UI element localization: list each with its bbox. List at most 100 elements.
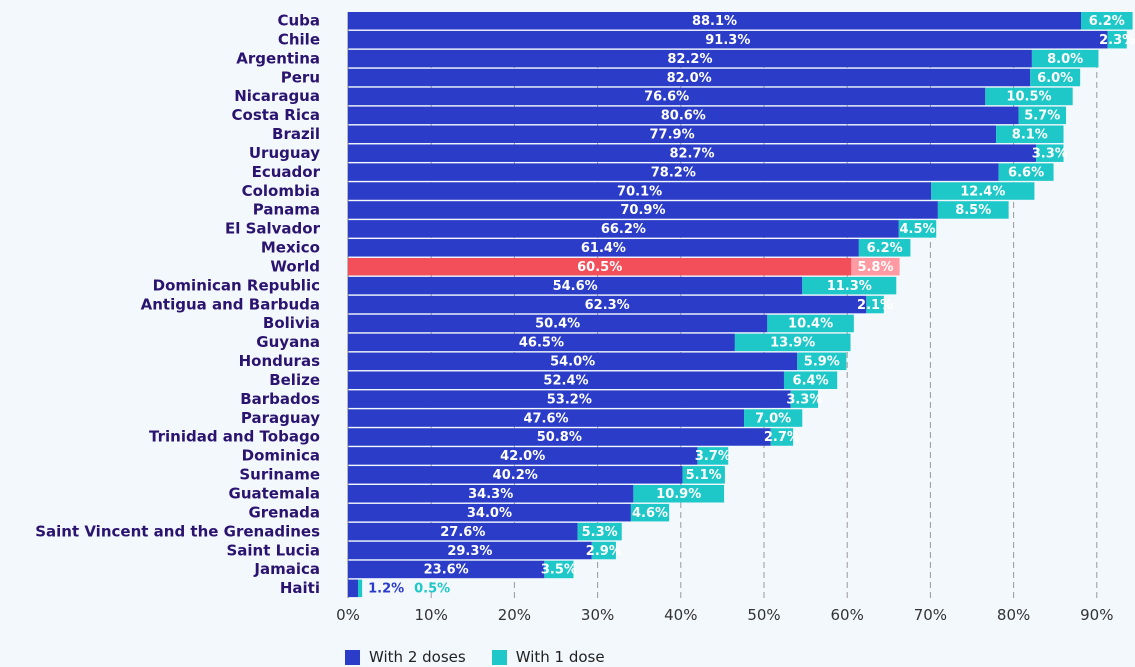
x-tick-label: 50% bbox=[747, 606, 780, 624]
value-label-two-doses: 34.0% bbox=[467, 506, 512, 521]
bar-one-dose bbox=[633, 485, 725, 503]
bar-one-dose bbox=[866, 295, 884, 314]
x-tick-label: 0% bbox=[336, 606, 360, 624]
x-tick-label: 80% bbox=[997, 606, 1030, 624]
bar-two-doses bbox=[348, 163, 999, 181]
value-label-two-doses: 40.2% bbox=[493, 468, 538, 483]
country-label: Paraguay bbox=[241, 409, 320, 427]
x-tick-label: 90% bbox=[1080, 606, 1113, 624]
country-label: Haiti bbox=[280, 579, 320, 597]
value-label-two-doses: 78.2% bbox=[651, 165, 696, 180]
bars bbox=[348, 12, 1133, 598]
country-label: Saint Vincent and the Grenadines bbox=[35, 522, 320, 540]
legend-item-one-dose: With 1 dose bbox=[491, 648, 605, 666]
country-label: Guyana bbox=[256, 333, 320, 351]
value-label-two-doses: 46.5% bbox=[519, 336, 564, 351]
bar-one-dose bbox=[1018, 106, 1067, 125]
country-label: Dominican Republic bbox=[153, 276, 320, 294]
legend-label-one-dose: With 1 dose bbox=[515, 648, 605, 666]
value-label-two-doses: 29.3% bbox=[447, 544, 492, 559]
value-label-two-doses: 27.6% bbox=[440, 525, 485, 540]
bar-one-dose bbox=[851, 257, 900, 276]
x-tick-label: 10% bbox=[415, 606, 448, 624]
value-label-two-doses: 53.2% bbox=[547, 392, 592, 407]
bar-two-doses bbox=[348, 68, 1031, 87]
value-label-one-dose: 6.2% bbox=[1089, 14, 1125, 29]
country-label: Chile bbox=[278, 30, 320, 48]
bar-two-doses bbox=[348, 239, 859, 257]
value-label-one-dose: 6.2% bbox=[867, 241, 903, 256]
bar-one-dose bbox=[996, 125, 1064, 144]
bar-one-dose bbox=[898, 220, 937, 238]
bar-two-doses bbox=[348, 352, 798, 371]
value-label-one-dose: 5.8% bbox=[857, 260, 893, 275]
bar-two-doses bbox=[348, 333, 735, 352]
bar-one-dose bbox=[790, 390, 819, 408]
value-label-two-doses: 91.3% bbox=[705, 33, 750, 48]
legend-swatch-two-doses bbox=[345, 649, 360, 665]
legend-label-two-doses: With 2 doses bbox=[369, 648, 466, 666]
bar-two-doses bbox=[348, 485, 634, 503]
bar-two-doses bbox=[348, 503, 631, 522]
bar-two-doses bbox=[348, 428, 771, 446]
value-label-two-doses: 47.6% bbox=[523, 411, 568, 426]
value-label-one-dose: 8.1% bbox=[1012, 128, 1048, 143]
x-tick-label: 70% bbox=[914, 606, 947, 624]
value-label-one-dose: 12.4% bbox=[960, 184, 1005, 199]
country-label: Grenada bbox=[248, 503, 320, 521]
value-label-two-doses: 77.9% bbox=[650, 128, 695, 143]
x-tick-label: 40% bbox=[664, 606, 697, 624]
x-tick-label: 20% bbox=[498, 606, 531, 624]
bar-two-doses bbox=[348, 257, 852, 276]
value-label-two-doses: 50.4% bbox=[535, 317, 580, 332]
value-label-two-doses: 52.4% bbox=[543, 373, 588, 388]
bar-one-dose bbox=[802, 276, 897, 295]
country-label: Trinidad and Tobago bbox=[149, 428, 320, 446]
value-label-one-dose: 5.9% bbox=[804, 355, 840, 370]
value-label-two-doses: 50.8% bbox=[537, 430, 582, 445]
bar-one-dose bbox=[1030, 68, 1081, 87]
country-label: Uruguay bbox=[249, 144, 320, 162]
value-label-one-dose: 13.9% bbox=[770, 336, 815, 351]
value-label-one-dose: 2.7% bbox=[764, 430, 800, 445]
value-label-one-dose: 3.3% bbox=[1032, 146, 1068, 161]
value-label-two-doses: 76.6% bbox=[644, 90, 689, 105]
value-label-two-doses: 62.3% bbox=[585, 298, 630, 313]
bar-two-doses bbox=[348, 560, 545, 579]
bar-one-dose bbox=[734, 333, 851, 352]
legend: With 2 doses With 1 dose bbox=[345, 648, 605, 666]
value-label-one-dose: 10.9% bbox=[656, 487, 701, 502]
value-label-two-doses: 1.2% bbox=[368, 582, 404, 597]
bar-one-dose bbox=[697, 447, 729, 465]
country-label: Honduras bbox=[239, 352, 320, 370]
value-label-two-doses: 60.5% bbox=[577, 260, 622, 275]
bar-two-doses bbox=[348, 295, 867, 314]
value-label-one-dose: 8.5% bbox=[955, 203, 991, 218]
country-label: Bolivia bbox=[263, 314, 320, 332]
value-label-two-doses: 82.0% bbox=[667, 71, 712, 86]
bar-two-doses bbox=[348, 30, 1108, 49]
bar-one-dose bbox=[682, 466, 725, 484]
value-label-one-dose: 5.1% bbox=[686, 468, 722, 483]
country-label: Colombia bbox=[242, 182, 320, 200]
value-label-one-dose: 2.3% bbox=[1099, 33, 1135, 48]
bar-two-doses bbox=[348, 276, 803, 295]
value-label-two-doses: 66.2% bbox=[601, 222, 646, 237]
bar-two-doses bbox=[348, 409, 745, 427]
bar-two-doses bbox=[348, 390, 791, 408]
country-label: Barbados bbox=[240, 390, 320, 408]
bar-two-doses bbox=[348, 447, 698, 465]
x-tick-label: 60% bbox=[831, 606, 864, 624]
country-label: Suriname bbox=[239, 466, 320, 484]
bar-one-dose bbox=[1107, 30, 1127, 49]
bar-one-dose bbox=[577, 522, 622, 541]
value-label-one-dose: 10.5% bbox=[1006, 90, 1051, 105]
value-label-one-dose: 3.3% bbox=[786, 392, 822, 407]
bar-two-doses bbox=[348, 371, 784, 389]
value-label-one-dose: 8.0% bbox=[1047, 52, 1083, 67]
country-label: Saint Lucia bbox=[226, 541, 320, 559]
country-label: Brazil bbox=[272, 125, 320, 143]
value-label-two-doses: 34.3% bbox=[468, 487, 513, 502]
